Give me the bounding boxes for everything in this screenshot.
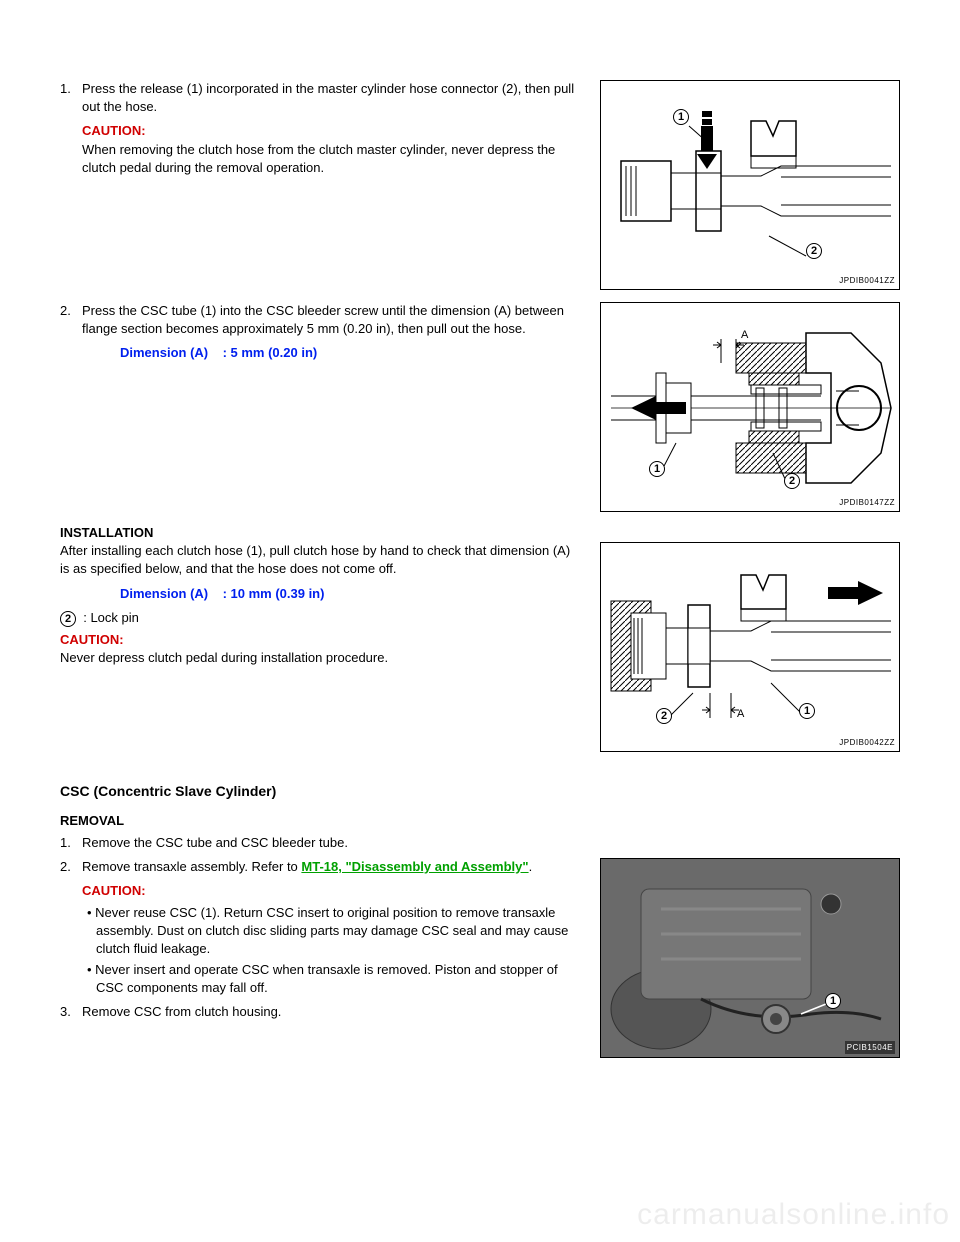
csc-step-1-text: Remove the CSC tube and CSC bleeder tube… [82,835,348,850]
csc-step-1: 1.Remove the CSC tube and CSC bleeder tu… [60,834,900,852]
figure-4-box: 1 PCIB1504E [600,858,900,1058]
csc-step-3-num: 3. [60,1003,82,1021]
callout-2-inline: 2 [60,611,76,627]
callout-2-fig2: 2 [784,473,800,489]
callout-1-fig2: 1 [649,461,665,477]
caution-label-3: CAUTION: [60,632,124,647]
csc-step-2-link[interactable]: MT-18, "Disassembly and Assembly" [301,859,528,874]
lock-pin-label: Lock pin [90,610,138,625]
step-2-text: Press the CSC tube (1) into the CSC blee… [82,303,564,336]
step-2-row: 2.Press the CSC tube (1) into the CSC bl… [60,302,900,512]
csc-step-2: 2.Remove transaxle assembly. Refer to MT… [60,858,582,876]
step-1-row: 1.Press the release (1) incorporated in … [60,80,900,290]
caution-text-3: Never depress clutch pedal during instal… [60,650,388,665]
figure-3-svg: A [601,543,900,752]
installation-heading: INSTALLATION [60,524,900,542]
figure-2-svg: A [601,303,900,512]
figure-1-svg [601,81,900,290]
csc-heading: CSC (Concentric Slave Cylinder) [60,782,900,802]
figure-1-box: 1 2 JPDIB0041ZZ [600,80,900,290]
csc-step-2-num: 2. [60,858,82,876]
spec-label-1: Dimension (A) [120,345,208,360]
caution-block-3: CAUTION: Never depress clutch pedal duri… [60,631,582,667]
spec-line-1: Dimension (A) : 5 mm (0.20 in) [60,344,582,362]
callout-2-fig1: 2 [806,243,822,259]
spec-value-1: : 5 mm (0.20 in) [223,345,318,360]
caution-label-1: CAUTION: [82,123,146,138]
csc-step-2-text-a: Remove transaxle assembly. Refer to [82,859,301,874]
svg-text:A: A [737,708,745,720]
step-1-text: Press the release (1) incorporated in th… [82,81,574,114]
callout-1-fig1: 1 [673,109,689,125]
csc-caution-b1: Never reuse CSC (1). Return CSC insert t… [82,904,582,959]
csc-caution-block: CAUTION: Never reuse CSC (1). Return CSC… [60,882,582,997]
step-2: 2.Press the CSC tube (1) into the CSC bl… [60,302,582,338]
step-2-text-block: 2.Press the CSC tube (1) into the CSC bl… [60,302,582,512]
installation-row: After installing each clutch hose (1), p… [60,542,900,752]
csc-step-2-text-block: 2.Remove transaxle assembly. Refer to MT… [60,858,582,1058]
figure-3: A 1 2 JPDIB0042ZZ [600,542,900,752]
csc-step-1-num: 1. [60,834,82,852]
step-1: 1.Press the release (1) incorporated in … [60,80,582,116]
lock-pin-line: 2 : Lock pin [60,609,582,627]
csc-step-3: 3.Remove CSC from clutch housing. [60,1003,582,1021]
step-1-number: 1. [60,80,82,98]
csc-step-2-text-b: . [529,859,533,874]
csc-caution-b2: Never insert and operate CSC when transa… [82,961,582,997]
svg-text:A: A [741,329,749,341]
spec-line-2: Dimension (A) : 10 mm (0.39 in) [60,585,582,603]
figcode-1: JPDIB0041ZZ [839,275,895,286]
installation-text: After installing each clutch hose (1), p… [60,542,582,578]
caution-text-1: When removing the clutch hose from the c… [82,142,555,175]
figure-2-box: A 1 2 JPDIB0147ZZ [600,302,900,512]
csc-caution-label: CAUTION: [82,883,146,898]
csc-step-2-row: 2.Remove transaxle assembly. Refer to MT… [60,858,900,1058]
figcode-2: JPDIB0147ZZ [839,497,895,508]
csc-steps-1: 1.Remove the CSC tube and CSC bleeder tu… [60,834,900,852]
caution-block-1: CAUTION: When removing the clutch hose f… [60,122,582,177]
spec-value-2: : 10 mm (0.39 in) [223,586,325,601]
csc-step-3-text: Remove CSC from clutch housing. [82,1004,281,1019]
watermark: carmanualsonline.info [637,1194,950,1236]
figcode-3: JPDIB0042ZZ [839,737,895,748]
figcode-4: PCIB1504E [845,1041,895,1054]
step-1-text-block: 1.Press the release (1) incorporated in … [60,80,582,290]
figure-2: A 1 2 JPDIB0147ZZ [600,302,900,512]
spec-label-2: Dimension (A) [120,586,208,601]
figure-3-box: A 1 2 JPDIB0042ZZ [600,542,900,752]
figure-4-svg [601,859,900,1058]
step-2-number: 2. [60,302,82,320]
removal-heading: REMOVAL [60,812,900,830]
installation-text-block: After installing each clutch hose (1), p… [60,542,582,752]
figure-4-photo: 1 PCIB1504E [600,858,900,1058]
figure-1: 1 2 JPDIB0041ZZ [600,80,900,290]
